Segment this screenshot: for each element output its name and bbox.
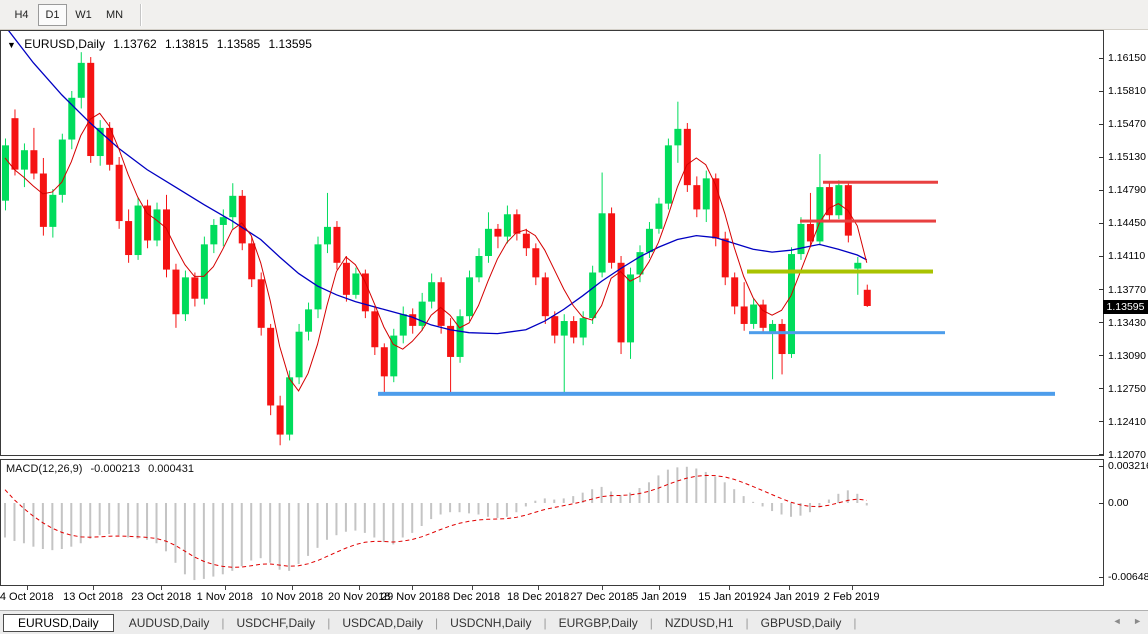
current-price-flag: 1.13595 <box>1103 300 1148 314</box>
date-tick-mark <box>601 586 603 590</box>
tab-audusd-daily[interactable]: AUDUSD,Daily <box>128 615 210 630</box>
price-tick-label: 1.12410 <box>1108 415 1146 428</box>
ma-slow-line <box>8 31 868 335</box>
timeframe-button-h4[interactable]: H4 <box>14 8 29 21</box>
chart-symbol-label: EURUSD,Daily <box>24 37 105 51</box>
date-tick-mark <box>789 586 791 590</box>
ohlc-open-value: 1.13762 <box>113 37 157 51</box>
tab-eurusd-daily[interactable]: EURUSD,Daily <box>3 613 114 632</box>
timeframe-toolbar: H4 D1 W1 MN <box>0 0 1148 30</box>
hline-hline_yellow-1.1395 <box>747 269 933 274</box>
macd-tick-label: 0.003216 <box>1108 460 1148 472</box>
date-tick-mark <box>26 586 28 590</box>
date-tick-label: 23 Oct 2018 <box>131 591 192 603</box>
macd-indicator-name: MACD(12,26,9) <box>6 463 83 475</box>
toolbar-separator <box>140 3 141 26</box>
date-tick-label: 10 Nov 2018 <box>260 591 324 603</box>
price-tick-label: 1.13430 <box>1108 316 1146 329</box>
scroll-right-icon[interactable]: ► <box>1133 616 1142 626</box>
date-tick-mark <box>728 586 730 590</box>
date-tick-mark <box>291 586 293 590</box>
price-tick-label: 1.14450 <box>1108 217 1146 230</box>
tab-separator: | <box>649 615 653 630</box>
chart-tab-bar: EURUSD,Daily AUDUSD,Daily | USDCHF,Daily | US… <box>0 610 1148 634</box>
hline-hline_blue-1.1332 <box>749 331 945 335</box>
hline-hline_red-1.1487 <box>823 180 938 184</box>
macd-signal-value: 0.000431 <box>148 463 194 475</box>
price-tick-label: 1.13770 <box>1108 283 1146 296</box>
date-tick-label: 8 Dec 2018 <box>443 591 500 603</box>
ohlc-close-value: 1.13595 <box>268 37 312 51</box>
date-tick-mark <box>224 586 226 590</box>
date-tick-label: 1 Nov 2018 <box>196 591 253 603</box>
date-tick-mark <box>161 586 163 590</box>
hline-hline_blue-1.1269 <box>378 391 1055 396</box>
macd-indicator-panel[interactable] <box>0 459 1104 586</box>
tab-separator: | <box>745 615 749 630</box>
tab-nzdusd-h1[interactable]: NZDUSD,H1 <box>664 615 734 630</box>
macd-signal-line <box>4 474 867 568</box>
date-tick-mark <box>659 586 661 590</box>
date-tick-mark <box>851 586 853 590</box>
timeframe-button-w1[interactable]: W1 <box>75 8 92 21</box>
ohlc-high-value: 1.13815 <box>165 37 209 51</box>
ma-fast-line <box>4 112 868 392</box>
date-tick-mark <box>359 586 361 590</box>
price-tick-label: 1.15810 <box>1108 85 1146 98</box>
ohlc-low-value: 1.13585 <box>216 37 261 51</box>
macd-tick-label: 0.00 <box>1108 497 1129 509</box>
date-tick-label: 2 Feb 2019 <box>823 591 880 603</box>
price-tick-label: 1.12750 <box>1108 382 1146 395</box>
price-tick-label: 1.14110 <box>1108 250 1146 263</box>
timeframe-button-mn[interactable]: MN <box>105 8 124 21</box>
date-tick-mark <box>93 586 95 590</box>
tab-gbpusd-daily[interactable]: GBPUSD,Daily <box>760 615 842 630</box>
price-tick-label: 1.15470 <box>1108 118 1146 131</box>
tab-usdcad-daily[interactable]: USDCAD,Daily <box>342 615 423 630</box>
tab-separator: | <box>543 615 547 630</box>
price-tick-label: 1.12070 <box>1108 448 1146 461</box>
price-tick-label: 1.13090 <box>1108 349 1146 362</box>
scroll-left-icon[interactable]: ◄ <box>1112 616 1122 626</box>
tab-scroll-arrows: ◄ ► <box>1104 616 1142 626</box>
tab-separator: | <box>327 615 331 630</box>
main-chart-panel[interactable] <box>0 30 1104 456</box>
price-chart-canvas[interactable] <box>1 31 1102 454</box>
tab-usdchf-daily[interactable]: USDCHF,Daily <box>236 615 316 630</box>
candles-layer <box>2 52 871 446</box>
chart-title: ▼ EURUSD,Daily 1.13762 1.13815 1.13585 1… <box>7 37 317 51</box>
date-tick-label: 29 Nov 2018 <box>381 591 444 603</box>
macd-main-value: -0.000213 <box>90 463 141 475</box>
date-tick-label: 5 Jan 2019 <box>632 591 687 603</box>
tab-usdcnh-daily[interactable]: USDCNH,Daily <box>450 615 532 630</box>
date-tick-label: 24 Jan 2019 <box>758 591 820 603</box>
horizontal-line-objects <box>378 180 1055 396</box>
tab-separator: | <box>221 615 225 630</box>
tab-separator: | <box>853 615 857 630</box>
date-tick-label: 15 Jan 2019 <box>698 591 759 603</box>
price-tick-label: 1.15130 <box>1108 151 1146 164</box>
date-tick-mark <box>471 586 473 590</box>
date-tick-label: 20 Nov 2018 <box>327 591 391 603</box>
macd-label: MACD(12,26,9) -0.000213 0.000431 <box>6 463 199 475</box>
date-tick-label: 18 Dec 2018 <box>506 591 570 603</box>
date-tick-label: 27 Dec 2018 <box>570 591 633 603</box>
moving-averages-layer <box>4 31 868 392</box>
macd-histogram-layer <box>4 466 868 581</box>
hline-hline_red-1.1447 <box>800 219 936 223</box>
date-tick-mark <box>412 586 414 590</box>
macd-chart-canvas[interactable] <box>1 460 1102 585</box>
price-tick-label: 1.16150 <box>1108 52 1146 64</box>
date-tick-label: 13 Oct 2018 <box>63 591 124 603</box>
tab-eurgbp-daily[interactable]: EURGBP,Daily <box>558 615 638 630</box>
chevron-down-icon[interactable]: ▼ <box>7 40 16 50</box>
tab-separator: | <box>435 615 439 630</box>
timeframe-button-d1[interactable]: D1 <box>38 3 67 26</box>
macd-tick-label: -0.006485 <box>1108 571 1148 583</box>
date-tick-mark <box>538 586 540 590</box>
price-tick-label: 1.14790 <box>1108 184 1146 197</box>
date-tick-label: 4 Oct 2018 <box>0 591 54 603</box>
